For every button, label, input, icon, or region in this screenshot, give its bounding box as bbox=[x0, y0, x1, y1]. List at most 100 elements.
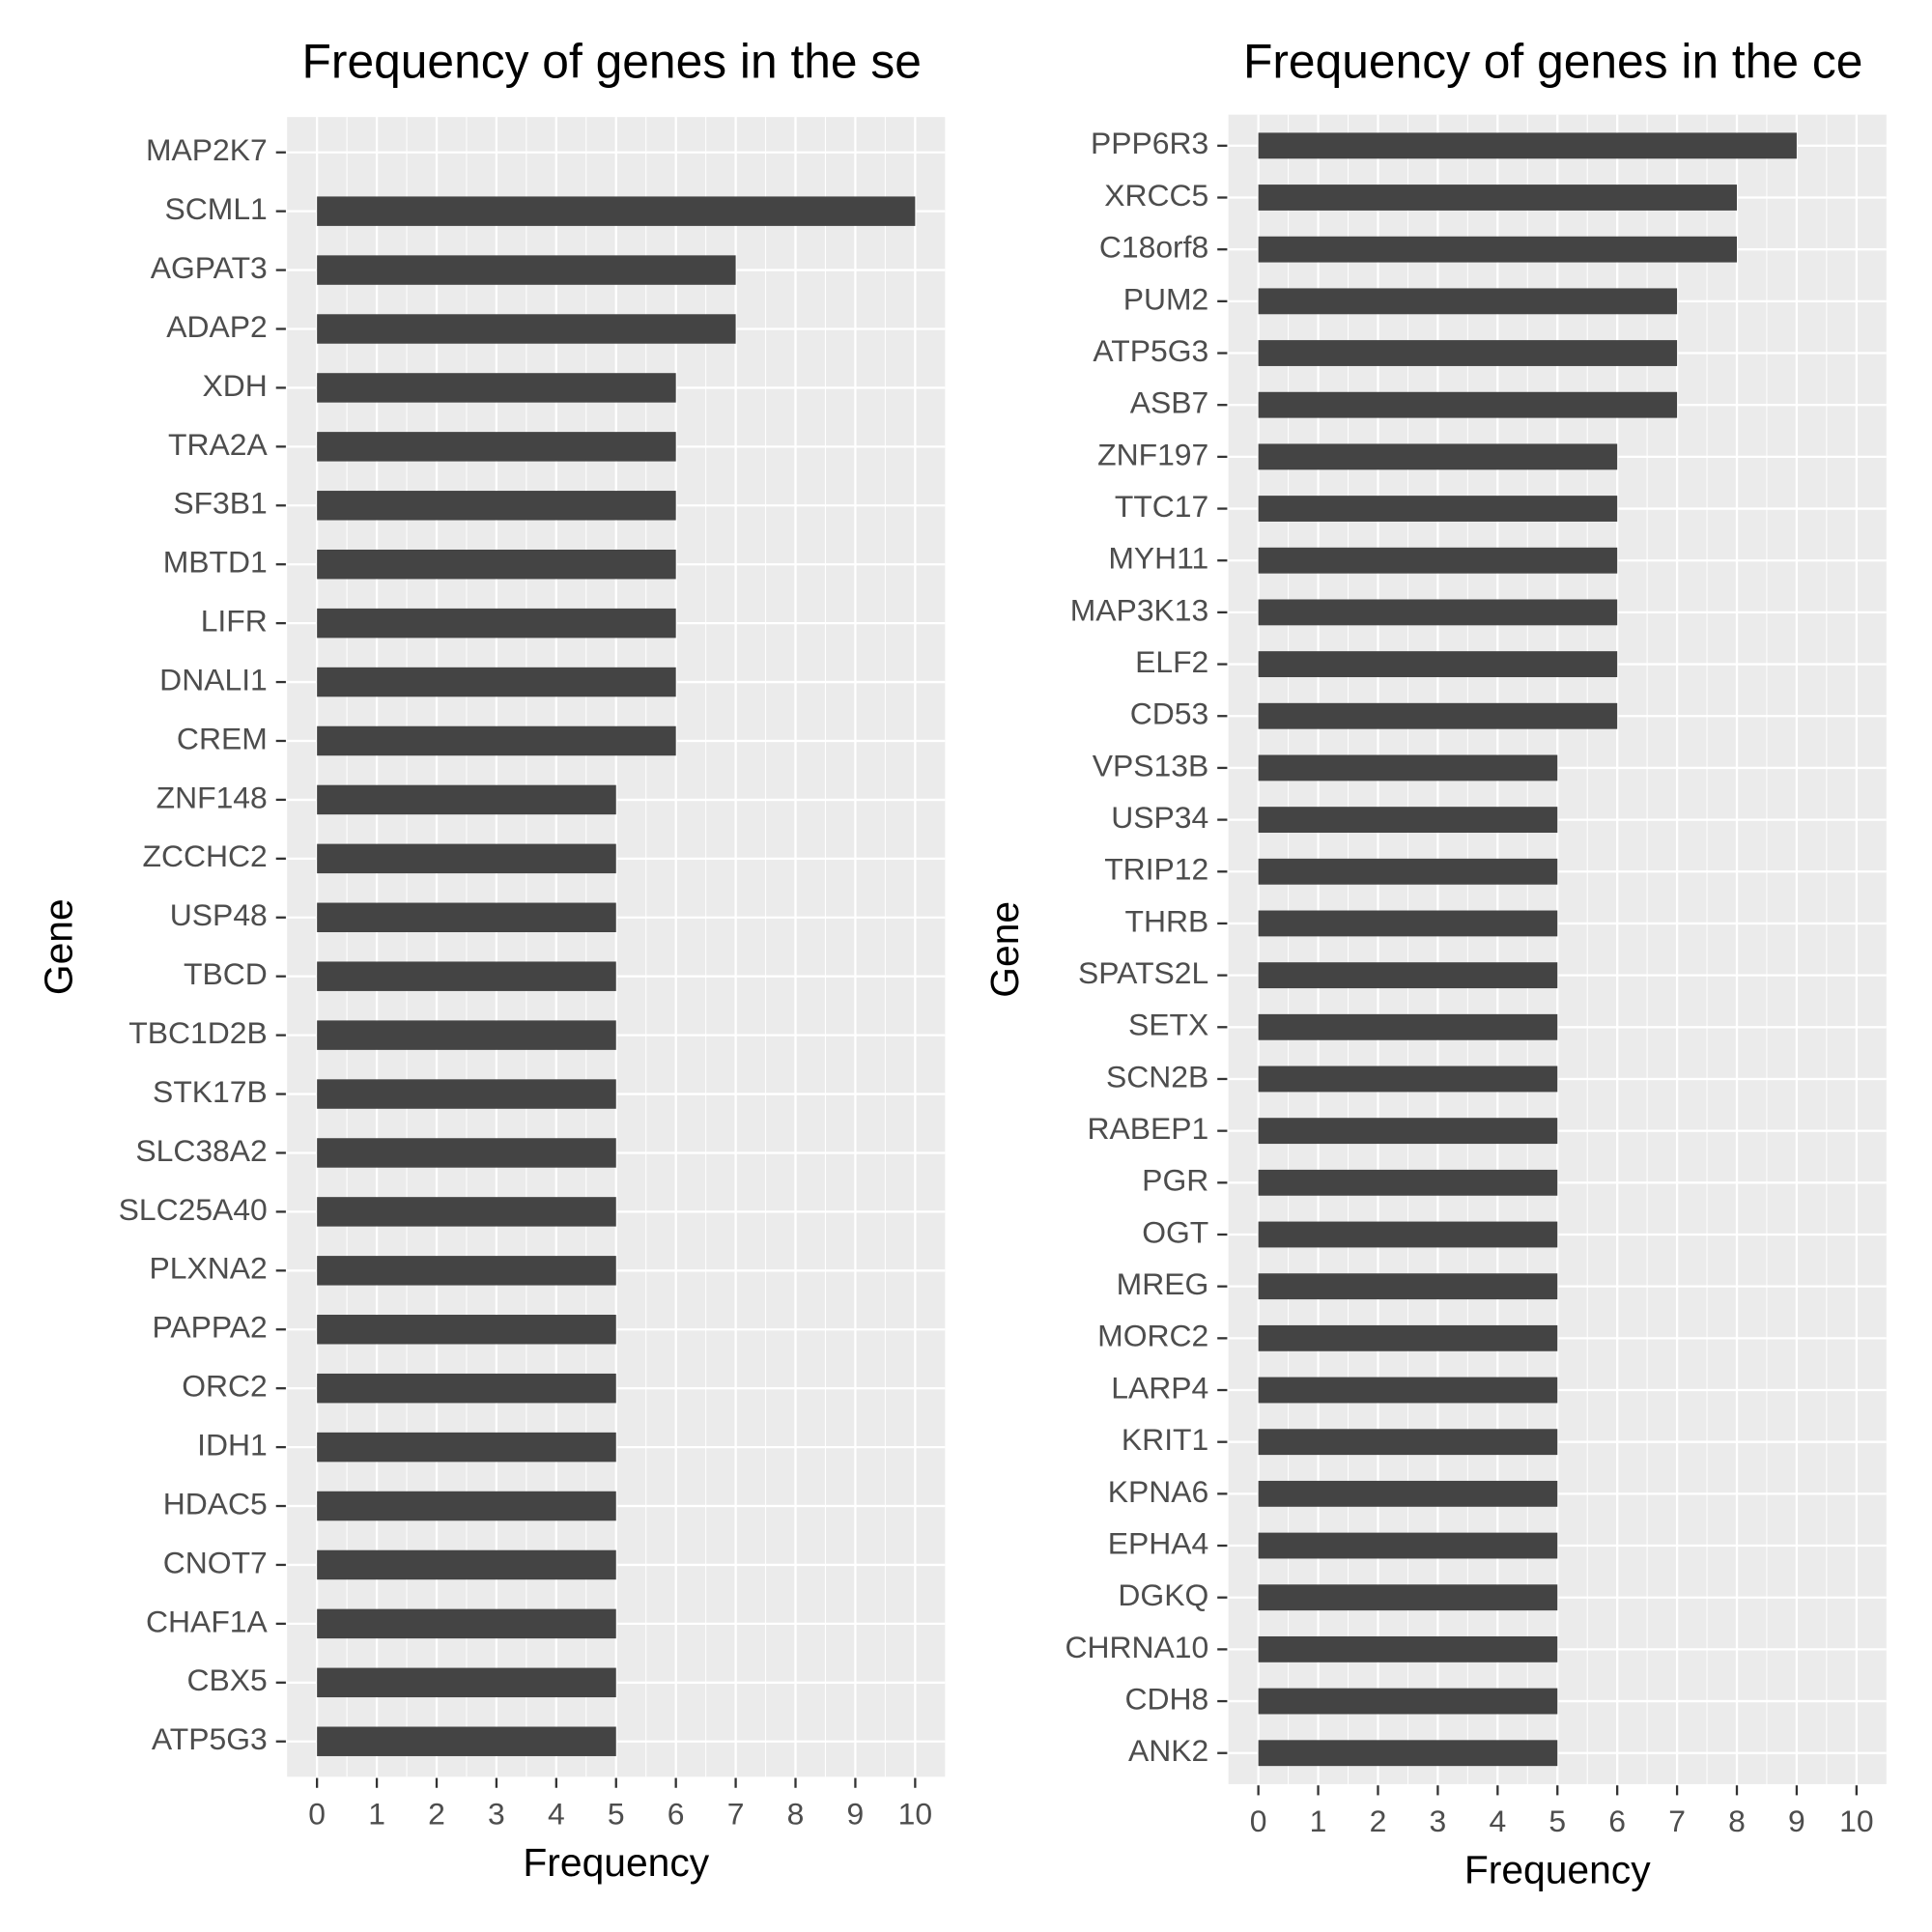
bar bbox=[317, 314, 736, 344]
y-tick-label: PGR bbox=[1142, 1163, 1208, 1198]
bar bbox=[1258, 496, 1618, 522]
y-tick-label: MREG bbox=[1117, 1266, 1209, 1301]
chart-title: Frequency of genes in the se bbox=[302, 35, 922, 89]
x-tick-label: 7 bbox=[727, 1797, 745, 1832]
bar bbox=[1258, 858, 1558, 885]
y-tick-label: LIFR bbox=[201, 604, 268, 639]
y-tick-label: XDH bbox=[202, 368, 267, 403]
bar bbox=[317, 1256, 616, 1286]
x-tick-label: 9 bbox=[1788, 1804, 1805, 1838]
y-tick-label: ADAP2 bbox=[166, 309, 268, 344]
y-tick-label: TTC17 bbox=[1115, 489, 1208, 524]
y-tick-label: SLC38A2 bbox=[135, 1133, 267, 1168]
x-tick-label: 1 bbox=[1310, 1804, 1327, 1838]
chart-title: Frequency of genes in the ce bbox=[1243, 35, 1862, 89]
y-tick-label: MYH11 bbox=[1108, 541, 1208, 576]
bar bbox=[317, 1197, 616, 1227]
bar bbox=[1258, 1688, 1558, 1715]
x-tick-label: 8 bbox=[1728, 1804, 1746, 1838]
y-tick-label: PUM2 bbox=[1123, 281, 1209, 316]
bar bbox=[317, 1020, 616, 1050]
bar bbox=[1258, 1480, 1558, 1507]
bar bbox=[317, 961, 616, 991]
y-tick-label: CBX5 bbox=[187, 1662, 268, 1697]
bar bbox=[1258, 1118, 1558, 1145]
bar bbox=[317, 1432, 616, 1463]
bar bbox=[317, 1079, 616, 1109]
y-tick-label: ATP5G3 bbox=[152, 1721, 268, 1756]
y-tick-label: USP48 bbox=[170, 897, 268, 932]
bar bbox=[1258, 1013, 1558, 1040]
bar bbox=[1258, 962, 1558, 989]
y-tick-label: SPATS2L bbox=[1078, 955, 1208, 990]
bar bbox=[1258, 702, 1618, 729]
y-tick-label: TRIP12 bbox=[1104, 852, 1208, 887]
y-tick-label: PAPPA2 bbox=[152, 1310, 267, 1345]
bar bbox=[1258, 1065, 1558, 1093]
y-tick-label: USP34 bbox=[1111, 800, 1208, 835]
y-tick-label: RABEP1 bbox=[1087, 1111, 1208, 1146]
bar bbox=[317, 1373, 616, 1404]
y-tick-label: MBTD1 bbox=[163, 545, 268, 580]
bar bbox=[1258, 1584, 1558, 1611]
y-tick-label: ELF2 bbox=[1135, 644, 1208, 679]
y-tick-label: LARP4 bbox=[1111, 1370, 1208, 1405]
y-tick-label: TBC1D2B bbox=[128, 1015, 267, 1050]
y-tick-label: ANK2 bbox=[1128, 1733, 1208, 1768]
y-tick-label: STK17B bbox=[153, 1074, 268, 1109]
x-tick-label: 3 bbox=[1430, 1804, 1447, 1838]
bar bbox=[317, 1608, 616, 1639]
bar bbox=[317, 1315, 616, 1345]
x-axis-title: Frequency bbox=[523, 1840, 709, 1885]
bar bbox=[317, 1549, 616, 1580]
x-tick-label: 0 bbox=[308, 1797, 326, 1832]
y-tick-label: C18orf8 bbox=[1099, 230, 1208, 265]
x-tick-label: 5 bbox=[1548, 1804, 1566, 1838]
bar bbox=[1258, 391, 1678, 418]
y-axis-title: Gene bbox=[982, 901, 1027, 998]
chart-panel: MAP2K7 SCML1 AGPAT3 ADAP2 XDH TRA2A SF3B1 MBTD1… bbox=[37, 35, 946, 1885]
bar bbox=[1258, 1532, 1558, 1559]
bar bbox=[1258, 1635, 1558, 1662]
chart-panel: PPP6R3 XRCC5 C18orf8 PUM2 ATP5G3 ASB7 ZNF197 TT… bbox=[982, 35, 1887, 1892]
y-tick-label: HDAC5 bbox=[163, 1486, 268, 1520]
y-tick-label: SCML1 bbox=[164, 191, 267, 226]
y-tick-label: OGT bbox=[1142, 1214, 1208, 1249]
bar bbox=[317, 667, 676, 697]
bar bbox=[1258, 1324, 1558, 1351]
y-tick-label: AGPAT3 bbox=[151, 250, 268, 285]
y-tick-label: PLXNA2 bbox=[150, 1251, 268, 1286]
y-tick-label: KPNA6 bbox=[1108, 1474, 1209, 1509]
bar bbox=[1258, 547, 1618, 574]
y-tick-label: ZNF148 bbox=[156, 780, 268, 814]
x-axis-title: Frequency bbox=[1464, 1848, 1651, 1892]
bar bbox=[317, 1726, 616, 1756]
bar bbox=[1258, 443, 1618, 470]
bar bbox=[1258, 1429, 1558, 1456]
x-tick-label: 7 bbox=[1668, 1804, 1686, 1838]
y-tick-label: CHAF1A bbox=[146, 1604, 268, 1638]
x-tick-label: 2 bbox=[1370, 1804, 1387, 1838]
y-tick-label: ZNF197 bbox=[1097, 437, 1208, 471]
bar bbox=[1258, 1273, 1558, 1300]
x-tick-label: 8 bbox=[787, 1797, 805, 1832]
x-tick-label: 6 bbox=[1608, 1804, 1626, 1838]
y-axis-title: Gene bbox=[37, 898, 81, 995]
x-tick-label: 0 bbox=[1250, 1804, 1267, 1838]
y-tick-label: ASB7 bbox=[1130, 385, 1209, 420]
bar bbox=[1258, 288, 1678, 315]
bar bbox=[317, 725, 676, 756]
bar bbox=[317, 196, 916, 226]
bar bbox=[1258, 910, 1558, 937]
y-tick-label: MAP3K13 bbox=[1070, 592, 1209, 627]
bar bbox=[317, 902, 616, 932]
bar bbox=[1258, 132, 1797, 159]
bar bbox=[317, 549, 676, 580]
y-tick-label: CD53 bbox=[1130, 696, 1209, 731]
bar bbox=[1258, 236, 1738, 263]
y-tick-label: ORC2 bbox=[182, 1369, 268, 1404]
bar bbox=[317, 1491, 616, 1521]
bar bbox=[317, 1138, 616, 1168]
y-tick-label: MORC2 bbox=[1097, 1319, 1208, 1353]
